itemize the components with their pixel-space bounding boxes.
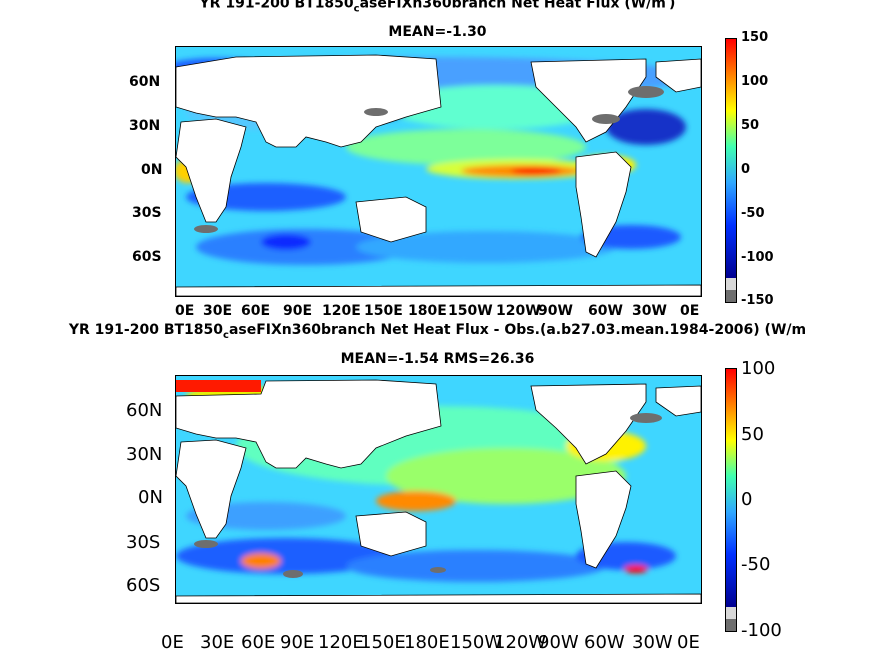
panel2-title: YR 191-200 BT1850caseFIXn360branch Net H… [0,322,875,341]
panel1-title-pre: YR 191-200 BT1850 [199,0,354,12]
panel1-ytick: 30S [132,205,162,221]
panel2-title-post: aseFIXn360branch Net Heat Flux - Obs.(a.… [228,322,807,338]
panel2-sea-ice [194,413,662,578]
panel1-xtick: 0E [175,303,195,319]
panel2-xtick: 0E [677,632,700,653]
panel2-xtick: 120W [494,632,547,653]
panel2-ytick: 30N [126,444,163,465]
panel2-ytick: 60S [126,575,161,596]
panel2-colorbar [725,368,737,632]
panel2-xtick: 150W [450,632,503,653]
panel2-land [176,379,701,603]
panel2-xtick: 90W [538,632,579,653]
panel2-cbar-tick: 50 [741,424,764,445]
panel1-ytick: 60N [129,74,161,90]
panel1-ytick: 0N [141,162,163,178]
panel1-title-post: aseFIXn360branch Net Heat Flux (W/m [359,0,666,12]
panel2-ytick: 60N [126,400,163,421]
panel1-cbar-tick: 100 [741,74,769,89]
panel1-ytick: 60S [132,249,162,265]
panel1-cbar-tick: 150 [741,30,769,45]
panel1-xtick: 90E [283,303,313,319]
panel2-title-pre: YR 191-200 BT1850 [68,322,223,338]
panel2-xtick: 30W [632,632,673,653]
panel2-cbar-tick: -100 [741,620,782,641]
panel1-sea-ice [194,86,664,233]
panel1-cbar-tick: -50 [741,206,765,221]
panel2-title-sub: c [223,329,229,341]
panel1-xtick: 90W [538,303,573,319]
panel2-xtick: 60E [241,632,276,653]
panel1-xtick: 0E [680,303,700,319]
panel1-xtick: 30W [632,303,667,319]
panel2-xtick: 30E [200,632,235,653]
panel2-arctic-band [176,380,261,392]
panel2-xtick: 180E [404,632,450,653]
panel2-xtick: 0E [161,632,184,653]
panel1-subtitle: MEAN=-1.30 [388,24,487,40]
panel1-title: YR 191-200 BT1850caseFIXn360branch Net H… [0,0,875,14]
panel2-cbar-tick: 100 [741,358,776,379]
panel1-title-end: ) [669,0,676,12]
panel2-xtick: 120E [318,632,364,653]
panel1-xtick: 120W [496,303,541,319]
panel1-land [176,54,701,296]
panel1-xtick: 30E [203,303,233,319]
panel1-xtick: 180E [408,303,447,319]
panel2-cbar-tick: 0 [741,489,753,510]
panel1-title-sub: c [353,3,360,15]
panel2-xtick: 150E [360,632,406,653]
panel2-ytick: 0N [138,487,163,508]
panel1-cbar-tick: -150 [741,293,774,308]
panel1-colorbar [725,38,737,303]
panel2-cbar-tick: -50 [741,554,771,575]
panel1-xtick: 150E [364,303,403,319]
panel2-subtitle: MEAN=-1.54 RMS=26.36 [340,351,535,367]
panel1-ytick: 30N [129,118,161,134]
panel1-xtick: 60W [588,303,623,319]
panel2-ytick: 30S [126,532,161,553]
panel1-cbar-tick: -100 [741,250,774,265]
panel1-xtick: 150W [448,303,493,319]
panel1-xtick: 120E [322,303,361,319]
panel1-map [175,46,702,297]
panel1-cbar-tick: 0 [741,162,751,177]
panel2-xtick: 90E [280,632,315,653]
panel2-map [175,375,702,604]
panel2-xtick: 60W [584,632,625,653]
panel1-cbar-tick: 50 [741,118,760,133]
panel1-xtick: 60E [241,303,271,319]
